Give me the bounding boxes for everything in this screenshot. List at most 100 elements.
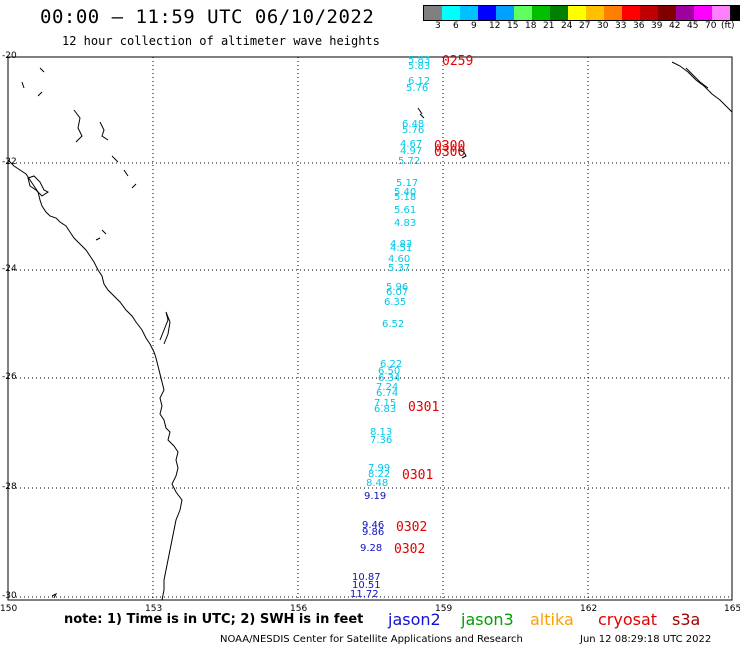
legend-label: 18: [525, 21, 537, 31]
legend-swatch: [532, 6, 550, 20]
legend-swatch: [514, 6, 532, 20]
legend-swatch: [586, 6, 604, 20]
swh-value-label: 6.74: [376, 388, 399, 399]
legend-label: 12: [489, 21, 501, 31]
swh-value-label: 8.22: [368, 469, 391, 480]
swh-value-label: 6.50: [378, 366, 401, 377]
swh-value-label: 5.76: [406, 83, 429, 94]
longitude-label: 159: [435, 604, 453, 614]
longitude-label: 162: [580, 604, 598, 614]
legend-label: 6: [453, 21, 459, 31]
legend-swatch: [658, 6, 676, 20]
footer-timestamp: Jun 12 08:29:18 UTC 2022: [580, 634, 712, 645]
note-text: note: 1) Time is in UTC; 2) SWH is in fe…: [64, 612, 364, 627]
legend-swatch: [478, 6, 496, 20]
legend-swatch: [496, 6, 514, 20]
longitude-label: 153: [145, 604, 163, 614]
swh-value-label: 6.35: [384, 297, 407, 308]
pass-time-label: 0302: [396, 520, 428, 535]
swh-value-label: 4.60: [388, 254, 411, 265]
legend-label: 39: [651, 21, 663, 31]
swh-value-label: 7.99: [368, 463, 391, 474]
swh-value-label: 6.22: [380, 359, 403, 370]
pass-time-label: 0301: [408, 400, 440, 415]
longitude-label: 150: [0, 604, 18, 614]
pass-time-label: 0300: [434, 145, 466, 160]
latitude-label: -24: [2, 264, 17, 274]
swh-value-label: 9.28: [360, 543, 383, 554]
swh-value-label: 6.52: [382, 319, 405, 330]
pass-time-label: 0301: [402, 468, 434, 483]
swh-value-label: 8.48: [366, 478, 389, 489]
footer-agency: NOAA/NESDIS Center for Satellite Applica…: [220, 634, 523, 645]
satellite-name-cryosat: cryosat: [598, 610, 658, 629]
legend-swatch: [550, 6, 568, 20]
legend-swatch: [622, 6, 640, 20]
legend-label: 9: [471, 21, 477, 31]
legend-swatch: [730, 6, 740, 20]
coastline-australia: [7, 67, 183, 601]
pass-time-label: 0259: [442, 54, 474, 69]
swh-value-label: 9.19: [364, 491, 387, 502]
latitude-label: -28: [2, 482, 17, 492]
swh-value-label: 10.87: [352, 572, 381, 583]
swh-value-label: 7.24: [376, 382, 399, 393]
legend-swatch: [604, 6, 622, 20]
latitude-label: -20: [2, 51, 17, 61]
swh-value-label: 5.96: [386, 282, 409, 293]
swh-value-label: 5.61: [394, 205, 417, 216]
legend-label: 30: [597, 21, 609, 31]
satellite-name-jason3: jason3: [461, 610, 514, 629]
legend-swatch: [694, 6, 712, 20]
legend-swatch: [676, 6, 694, 20]
pass-time-label: 0300: [434, 139, 466, 154]
legend-label: 15: [507, 21, 519, 31]
legend-swatch: [712, 6, 730, 20]
legend-swatch: [568, 6, 586, 20]
legend-label: 24: [561, 21, 573, 31]
swh-value-label: 5.83: [408, 55, 431, 66]
satellite-track-marks: [417, 107, 467, 159]
swh-value-label: 4.83: [390, 239, 413, 250]
satellite-name-altika: altika: [530, 610, 574, 629]
legend-swatch: [424, 6, 442, 20]
swh-value-label: 6.07: [386, 287, 409, 298]
swh-value-label: 7.15: [374, 398, 397, 409]
swh-value-label: 6.48: [402, 119, 425, 130]
latitude-label: -30: [2, 591, 17, 601]
swh-value-label: 5.76: [402, 125, 425, 136]
wave-height-color-legend: [423, 5, 740, 21]
swh-value-label: 5.37: [388, 263, 411, 274]
legend-label: 21: [543, 21, 555, 31]
coastline-new-caledonia: [671, 61, 733, 113]
legend-swatch: [460, 6, 478, 20]
swh-value-label: 9.86: [362, 527, 385, 538]
swh-value-label: 5.18: [394, 192, 417, 203]
swh-value-label: 5.72: [398, 156, 421, 167]
longitude-label: 156: [290, 604, 308, 614]
swh-value-label: 6.12: [408, 76, 431, 87]
swh-value-label: 11.72: [350, 589, 379, 600]
legend-label: 3: [435, 21, 441, 31]
swh-value-label: 7.36: [370, 435, 393, 446]
legend-label: 27: [579, 21, 591, 31]
swh-value-label: 6.83: [374, 404, 397, 415]
legend-swatch: [640, 6, 658, 20]
swh-value-label: 4.97: [400, 146, 423, 157]
map-subtitle: 12 hour collection of altimeter wave hei…: [62, 34, 380, 48]
swh-value-label: 5.83: [408, 61, 431, 72]
latitude-label: -22: [2, 157, 17, 167]
satellite-name-s3a: s3a: [672, 610, 701, 629]
swh-value-label: 6.34: [378, 373, 401, 384]
legend-label: 36: [633, 21, 645, 31]
swh-value-label: 5.17: [396, 178, 419, 189]
map-title: 00:00 – 11:59 UTC 06/10/2022: [40, 6, 375, 28]
swh-value-label: 9.46: [362, 520, 385, 531]
legend-label: 70: [705, 21, 717, 31]
legend-swatch: [442, 6, 460, 20]
swh-value-label: 4.83: [394, 218, 417, 229]
swh-value-label: 5.40: [394, 187, 417, 198]
swh-value-label: 8.13: [370, 427, 393, 438]
legend-label: 33: [615, 21, 627, 31]
